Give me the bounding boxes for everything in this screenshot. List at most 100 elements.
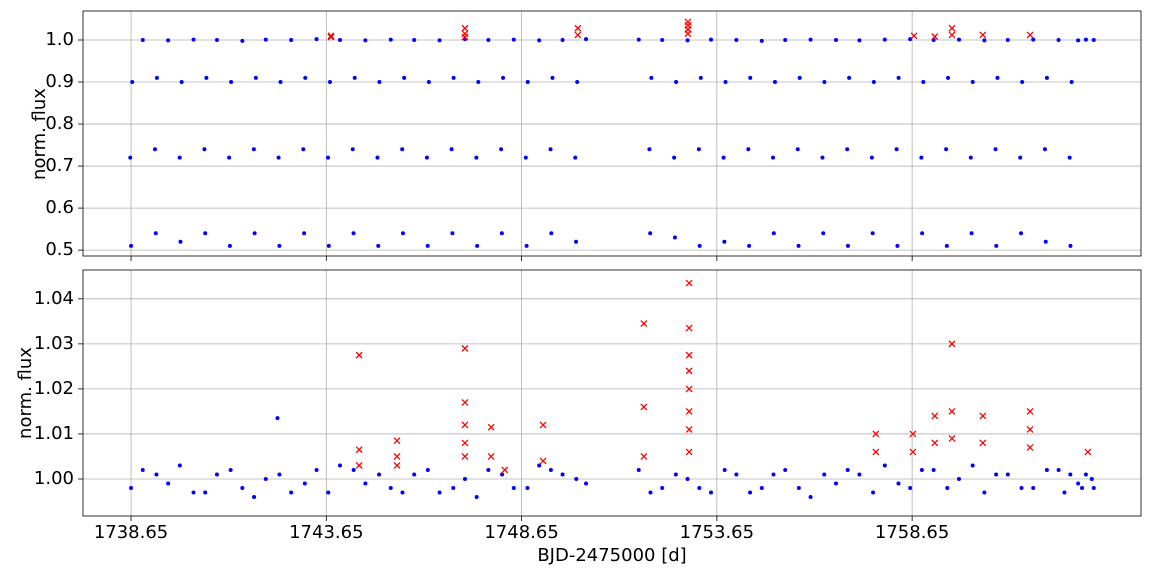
outlier-point <box>461 421 469 429</box>
data-point <box>337 37 342 42</box>
outlier-point <box>640 452 648 460</box>
outlier-point <box>685 324 693 332</box>
data-point <box>351 467 356 472</box>
data-point <box>289 37 294 42</box>
data-point <box>400 231 405 236</box>
data-point <box>772 80 777 85</box>
y-tick-label: 0.5 <box>45 239 74 260</box>
data-point <box>560 37 565 42</box>
outlier-point <box>909 430 917 438</box>
data-point <box>748 75 753 80</box>
data-point <box>500 472 505 477</box>
outlier-point <box>872 430 880 438</box>
data-point <box>995 75 1000 80</box>
data-point <box>982 490 987 495</box>
data-point <box>820 155 825 160</box>
data-point <box>549 231 554 236</box>
x-tick-label: 1758.65 <box>875 522 949 543</box>
outlier-point <box>1084 448 1092 456</box>
outlier-point <box>979 31 987 39</box>
outlier-point <box>640 403 648 411</box>
data-point <box>584 37 589 42</box>
data-point <box>177 463 182 468</box>
data-point <box>154 472 159 477</box>
data-point <box>821 231 826 236</box>
data-point <box>511 485 516 490</box>
data-point <box>993 147 998 152</box>
data-point <box>166 38 171 43</box>
y-tick-label: 1.0 <box>45 29 74 50</box>
outlier-point <box>393 452 401 460</box>
outlier-point <box>931 412 939 420</box>
data-point <box>1020 80 1025 85</box>
axes-frame <box>82 10 1142 257</box>
data-point <box>302 231 307 236</box>
data-point <box>1019 231 1024 236</box>
data-point <box>968 155 973 160</box>
data-point <box>845 147 850 152</box>
outlier-point <box>327 32 335 40</box>
outlier-point <box>1026 425 1034 433</box>
data-point <box>548 467 553 472</box>
data-point <box>734 472 739 477</box>
outlier-point <box>539 421 547 429</box>
data-point <box>537 463 542 468</box>
data-point <box>499 231 504 236</box>
data-point <box>1091 37 1096 42</box>
y-tick-label: 1.01 <box>34 423 74 444</box>
data-point <box>1005 472 1010 477</box>
outlier-point <box>931 33 939 41</box>
data-point <box>152 147 157 152</box>
outlier-point <box>684 30 692 38</box>
outlier-point <box>685 385 693 393</box>
data-point <box>275 416 280 421</box>
data-point <box>636 37 641 42</box>
data-point <box>204 75 209 80</box>
data-point <box>128 155 133 160</box>
data-point <box>203 231 208 236</box>
data-point <box>1068 472 1073 477</box>
data-point <box>759 38 764 43</box>
data-point <box>857 38 862 43</box>
data-point <box>723 80 728 85</box>
data-point <box>475 243 480 248</box>
plot-area <box>129 279 1096 499</box>
data-point <box>140 37 145 42</box>
data-point <box>191 37 196 42</box>
data-point <box>476 80 481 85</box>
data-point <box>722 467 727 472</box>
data-point <box>451 75 456 80</box>
outlier-point <box>393 462 401 469</box>
data-point <box>1062 490 1067 495</box>
data-point <box>920 231 925 236</box>
data-point <box>154 75 159 80</box>
data-point <box>240 38 245 43</box>
data-point <box>1019 485 1024 490</box>
data-point <box>685 476 690 481</box>
data-point <box>400 490 405 495</box>
data-point <box>1005 37 1010 42</box>
data-point <box>129 485 134 490</box>
data-point <box>1069 80 1074 85</box>
data-point <box>673 472 678 477</box>
outlier-point <box>501 466 509 474</box>
data-point <box>375 155 380 160</box>
data-point <box>214 472 219 477</box>
data-point <box>748 490 753 495</box>
data-point <box>227 243 232 248</box>
data-point <box>721 155 726 160</box>
data-point <box>797 75 802 80</box>
data-point <box>871 490 876 495</box>
data-point <box>931 467 936 472</box>
data-point <box>994 243 999 248</box>
data-point <box>1031 485 1036 490</box>
data-point <box>969 231 974 236</box>
data-point <box>660 37 665 42</box>
data-point <box>202 147 207 152</box>
data-point <box>166 481 171 486</box>
data-point <box>575 80 580 85</box>
outlier-point <box>685 448 693 456</box>
data-point <box>153 231 158 236</box>
data-point <box>822 80 827 85</box>
data-point <box>672 235 677 240</box>
